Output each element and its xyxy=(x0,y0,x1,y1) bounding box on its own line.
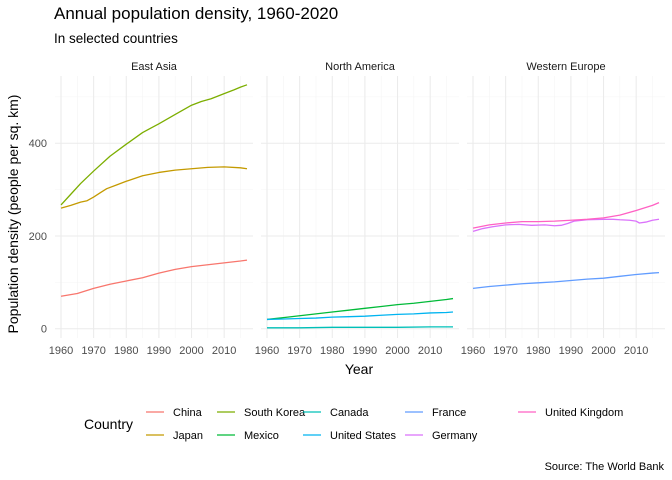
x-tick-label: 2000 xyxy=(179,345,203,357)
x-tick-label: 2010 xyxy=(624,345,648,357)
x-tick-label: 2010 xyxy=(418,345,442,357)
series-line-japan xyxy=(60,166,248,209)
facet-label: East Asia xyxy=(131,61,178,73)
x-tick-label: 1970 xyxy=(81,345,105,357)
legend-label: Japan xyxy=(173,430,203,442)
legend-item: Japan xyxy=(146,430,203,442)
chart-caption: Source: The World Bank xyxy=(545,461,665,473)
legend-label: United States xyxy=(330,430,397,442)
x-tick-label: 1960 xyxy=(255,345,279,357)
series-line-south-korea xyxy=(60,84,248,206)
facet-label: North America xyxy=(325,61,396,73)
facet-panel-3: Western Europe xyxy=(467,61,665,338)
legend-label: Mexico xyxy=(244,430,279,442)
x-axis-ticks: 1960 1970 1980 1990 2000 2010 1960 1970 1980 1990… xyxy=(49,345,649,357)
series-line-france xyxy=(472,271,660,290)
series-line-china xyxy=(60,259,248,297)
legend-label: United Kingdom xyxy=(545,407,623,419)
y-tick-label: 0 xyxy=(41,324,47,336)
series-line-mexico xyxy=(266,297,454,321)
y-tick-label: 400 xyxy=(29,138,47,150)
x-tick-label: 1990 xyxy=(147,345,171,357)
x-tick-label: 1960 xyxy=(461,345,485,357)
facet-label: Western Europe xyxy=(526,61,605,73)
facet-panel-1: East Asia xyxy=(55,61,253,338)
legend-label: Canada xyxy=(330,407,369,419)
legend: China Japan South Korea Mexico Canada United … xyxy=(146,407,623,442)
legend-item: Mexico xyxy=(217,430,279,442)
x-tick-label: 2010 xyxy=(212,345,236,357)
x-tick-label: 2000 xyxy=(385,345,409,357)
x-tick-label: 1970 xyxy=(493,345,517,357)
y-axis-title: Population density (people per sq. km) xyxy=(5,95,21,334)
facet-panel-2: North America xyxy=(261,61,459,338)
x-tick-label: 1990 xyxy=(353,345,377,357)
legend-item: China xyxy=(146,407,203,419)
legend-item: Canada xyxy=(303,407,369,419)
legend-item: United States xyxy=(303,430,397,442)
legend-item: France xyxy=(405,407,466,419)
chart-title: Annual population density, 1960-2020 xyxy=(54,4,338,23)
legend-title: Country xyxy=(84,416,133,432)
series-line-canada xyxy=(267,326,453,329)
chart-subtitle: In selected countries xyxy=(54,31,178,46)
y-tick-label: 200 xyxy=(29,231,47,243)
x-tick-label: 1980 xyxy=(526,345,550,357)
x-tick-label: 1960 xyxy=(49,345,73,357)
facet-panels: East Asia North America Western Europe xyxy=(55,61,665,338)
legend-item: Germany xyxy=(405,430,478,442)
x-tick-label: 2000 xyxy=(591,345,615,357)
legend-item: United Kingdom xyxy=(518,407,623,419)
series-line-germany xyxy=(472,218,660,232)
x-axis-title: Year xyxy=(345,361,374,377)
x-tick-label: 1970 xyxy=(287,345,311,357)
legend-label: South Korea xyxy=(244,407,306,419)
x-tick-label: 1990 xyxy=(559,345,583,357)
series-line-united-kingdom xyxy=(472,201,660,229)
legend-label: France xyxy=(432,407,466,419)
x-tick-label: 1980 xyxy=(114,345,138,357)
y-axis-ticks: 0 200 400 xyxy=(29,138,47,335)
x-tick-label: 1980 xyxy=(320,345,344,357)
legend-item: South Korea xyxy=(217,407,306,419)
legend-label: Germany xyxy=(432,430,478,442)
series-line-united-states xyxy=(266,311,454,321)
legend-label: China xyxy=(173,407,203,419)
